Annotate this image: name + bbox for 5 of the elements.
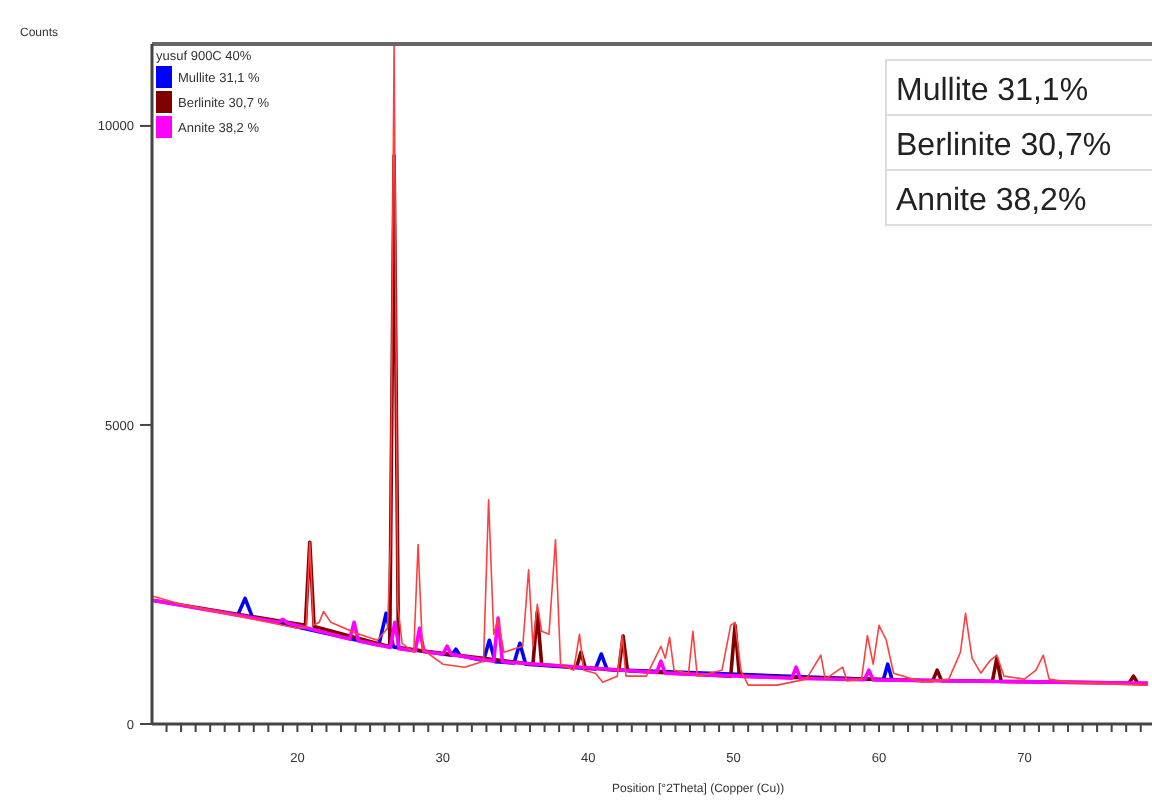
annotation: Annite 38,2% xyxy=(896,184,1087,218)
annotation: Mullite 31,1% xyxy=(896,74,1089,108)
line-series xyxy=(152,598,1150,686)
annotation: Berlinite 30,7% xyxy=(896,129,1112,163)
line-series xyxy=(152,44,1149,686)
